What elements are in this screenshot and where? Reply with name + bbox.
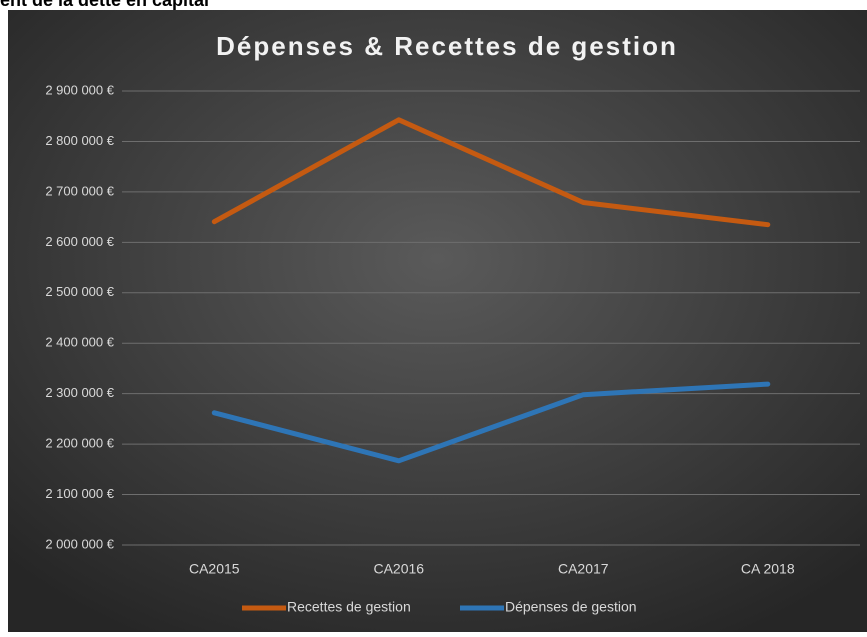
x-tick-label: CA2017 — [558, 561, 609, 577]
series-line — [211, 117, 771, 228]
y-tick-label: 2 500 000 € — [45, 284, 114, 299]
y-tick-label: 2 200 000 € — [45, 436, 114, 451]
y-tick-label: 2 700 000 € — [45, 183, 114, 198]
y-tick-label: 2 400 000 € — [45, 335, 114, 350]
legend-label: Dépenses de gestion — [505, 599, 637, 615]
page-heading: ent de la dette en capital — [0, 0, 209, 10]
x-tick-label: CA2016 — [373, 561, 424, 577]
chart-title: Dépenses & Recettes de gestion — [216, 31, 678, 61]
y-tick-label: 2 300 000 € — [45, 385, 114, 400]
chart-background — [8, 10, 867, 632]
y-tick-label: 2 000 000 € — [45, 536, 114, 551]
series-line — [211, 381, 771, 464]
legend-label: Recettes de gestion — [287, 599, 411, 615]
y-tick-label: 2 800 000 € — [45, 133, 114, 148]
x-tick-label: CA 2018 — [741, 561, 795, 577]
y-tick-label: 2 900 000 € — [45, 82, 114, 97]
y-tick-label: 2 100 000 € — [45, 486, 114, 501]
x-tick-label: CA2015 — [189, 561, 240, 577]
y-tick-label: 2 600 000 € — [45, 234, 114, 249]
